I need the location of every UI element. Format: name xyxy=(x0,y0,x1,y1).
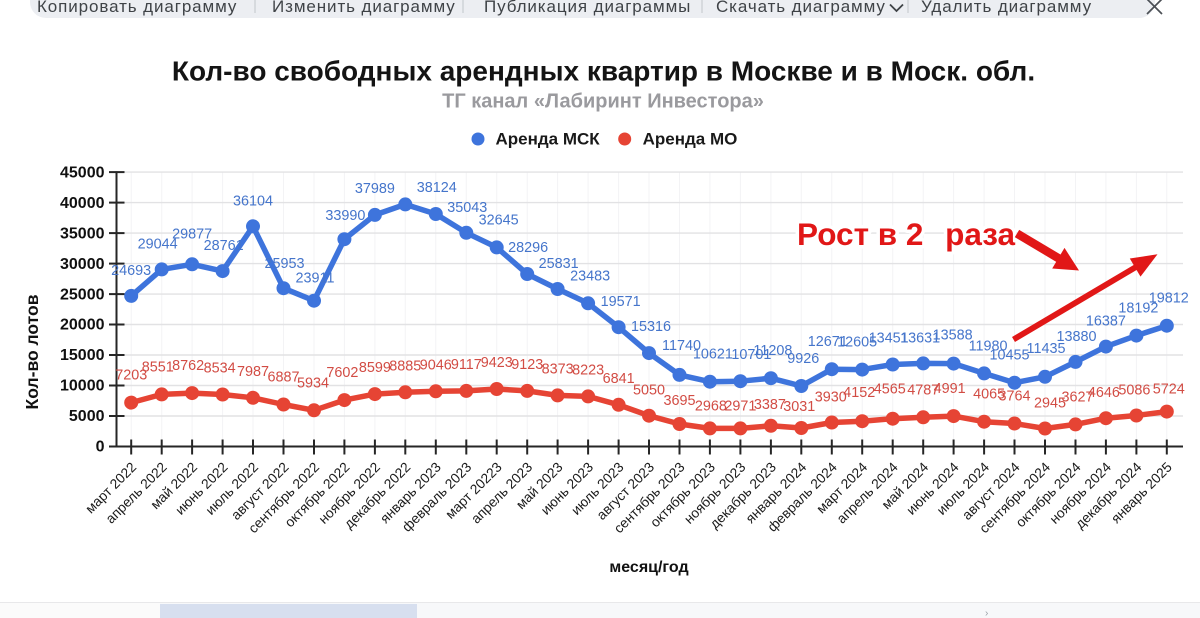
svg-text:8223: 8223 xyxy=(572,362,604,378)
svg-text:›: › xyxy=(985,608,988,618)
svg-text:2971: 2971 xyxy=(724,398,756,414)
svg-text:13588: 13588 xyxy=(933,328,973,344)
svg-text:23483: 23483 xyxy=(570,268,610,284)
svg-text:Изменить диаграмму: Изменить диаграмму xyxy=(272,0,456,16)
svg-text:2945: 2945 xyxy=(1034,396,1066,412)
svg-text:3764: 3764 xyxy=(998,389,1030,405)
svg-text:32645: 32645 xyxy=(479,212,519,228)
svg-text:8599: 8599 xyxy=(359,360,391,376)
svg-text:Кол-во свободных арендных квар: Кол-во свободных арендных квартир в Моск… xyxy=(172,56,1035,87)
svg-text:4646: 4646 xyxy=(1088,385,1120,401)
svg-text:9046: 9046 xyxy=(420,357,452,373)
svg-text:12605: 12605 xyxy=(837,335,877,351)
svg-text:10701: 10701 xyxy=(731,347,771,363)
svg-text:3627: 3627 xyxy=(1061,389,1093,405)
svg-text:15000: 15000 xyxy=(60,347,105,364)
svg-text:6841: 6841 xyxy=(603,371,635,387)
svg-text:37989: 37989 xyxy=(355,181,395,197)
svg-text:8885: 8885 xyxy=(389,358,421,374)
svg-text:19571: 19571 xyxy=(601,294,641,310)
svg-text:25000: 25000 xyxy=(60,286,105,303)
svg-text:15316: 15316 xyxy=(631,319,671,335)
svg-text:11740: 11740 xyxy=(662,338,701,354)
svg-text:5724: 5724 xyxy=(1153,382,1185,398)
svg-text:13880: 13880 xyxy=(1056,329,1096,345)
svg-text:9926: 9926 xyxy=(787,351,819,367)
svg-text:7602: 7602 xyxy=(326,365,358,381)
svg-text:35000: 35000 xyxy=(60,225,105,242)
svg-text:4787: 4787 xyxy=(907,382,939,398)
svg-text:28761: 28761 xyxy=(204,238,244,254)
svg-text:16387: 16387 xyxy=(1086,314,1126,330)
svg-text:5050: 5050 xyxy=(633,383,665,399)
svg-text:ТГ канал «Лабиринт Инвестора»: ТГ канал «Лабиринт Инвестора» xyxy=(442,91,764,113)
svg-text:28296: 28296 xyxy=(508,240,548,256)
svg-text:30000: 30000 xyxy=(60,256,105,273)
svg-text:38124: 38124 xyxy=(417,180,457,196)
svg-text:месяц/год: месяц/год xyxy=(609,559,688,576)
svg-text:36104: 36104 xyxy=(233,193,273,209)
svg-text:8373: 8373 xyxy=(542,361,574,377)
svg-text:33990: 33990 xyxy=(325,208,365,224)
svg-text:3930: 3930 xyxy=(815,390,847,406)
svg-text:23911: 23911 xyxy=(296,271,335,287)
svg-text:29044: 29044 xyxy=(138,236,178,252)
svg-text:8551: 8551 xyxy=(142,359,174,375)
svg-text:4991: 4991 xyxy=(934,381,966,397)
svg-text:20000: 20000 xyxy=(60,317,105,334)
svg-text:19812: 19812 xyxy=(1149,291,1189,307)
svg-text:3031: 3031 xyxy=(783,399,815,415)
svg-text:9123: 9123 xyxy=(511,357,543,373)
svg-text:Аренда МО: Аренда МО xyxy=(643,130,738,149)
svg-text:10621: 10621 xyxy=(693,347,733,363)
svg-text:8762: 8762 xyxy=(172,358,204,374)
svg-text:6887: 6887 xyxy=(267,370,299,386)
svg-text:12671: 12671 xyxy=(808,334,848,350)
svg-text:4152: 4152 xyxy=(843,385,875,401)
svg-text:18192: 18192 xyxy=(1118,301,1158,317)
svg-text:24693: 24693 xyxy=(111,263,151,279)
svg-text:29877: 29877 xyxy=(172,226,212,242)
svg-text:3387: 3387 xyxy=(754,397,786,413)
svg-text:Скачать диаграмму: Скачать диаграмму xyxy=(716,0,886,16)
svg-text:5086: 5086 xyxy=(1118,383,1150,399)
svg-text:13451: 13451 xyxy=(869,331,909,347)
svg-text:25953: 25953 xyxy=(264,256,304,272)
svg-text:0: 0 xyxy=(96,439,105,456)
svg-text:3695: 3695 xyxy=(663,393,695,409)
svg-text:9117: 9117 xyxy=(451,357,482,373)
svg-text:10000: 10000 xyxy=(60,378,105,395)
svg-text:25831: 25831 xyxy=(539,256,579,272)
svg-text:Кол-во лотов: Кол-во лотов xyxy=(22,294,42,409)
svg-text:9423: 9423 xyxy=(481,355,513,371)
svg-text:Рост в 2 раза: Рост в 2 раза xyxy=(797,216,1016,252)
svg-text:Удалить диаграмму: Удалить диаграмму xyxy=(921,0,1092,16)
svg-text:13631: 13631 xyxy=(900,330,940,346)
svg-text:11435: 11435 xyxy=(1027,341,1066,357)
svg-text:8534: 8534 xyxy=(204,361,236,377)
svg-text:11980: 11980 xyxy=(969,338,1008,354)
svg-text:11208: 11208 xyxy=(753,343,792,359)
svg-text:7987: 7987 xyxy=(237,364,269,380)
svg-text:5000: 5000 xyxy=(69,408,105,425)
svg-text:Копировать диаграмму: Копировать диаграмму xyxy=(37,0,237,16)
svg-text:4565: 4565 xyxy=(874,382,906,398)
svg-text:45000: 45000 xyxy=(60,164,105,181)
svg-text:35043: 35043 xyxy=(447,200,487,216)
svg-text:Публикация диаграммы: Публикация диаграммы xyxy=(484,0,691,16)
svg-text:2968: 2968 xyxy=(695,398,727,414)
svg-text:10455: 10455 xyxy=(989,348,1029,364)
svg-text:4065: 4065 xyxy=(973,387,1005,403)
svg-text:7203: 7203 xyxy=(115,368,147,384)
svg-text:Аренда МСК: Аренда МСК xyxy=(496,130,601,149)
svg-text:5934: 5934 xyxy=(297,375,329,391)
svg-text:40000: 40000 xyxy=(60,195,105,212)
